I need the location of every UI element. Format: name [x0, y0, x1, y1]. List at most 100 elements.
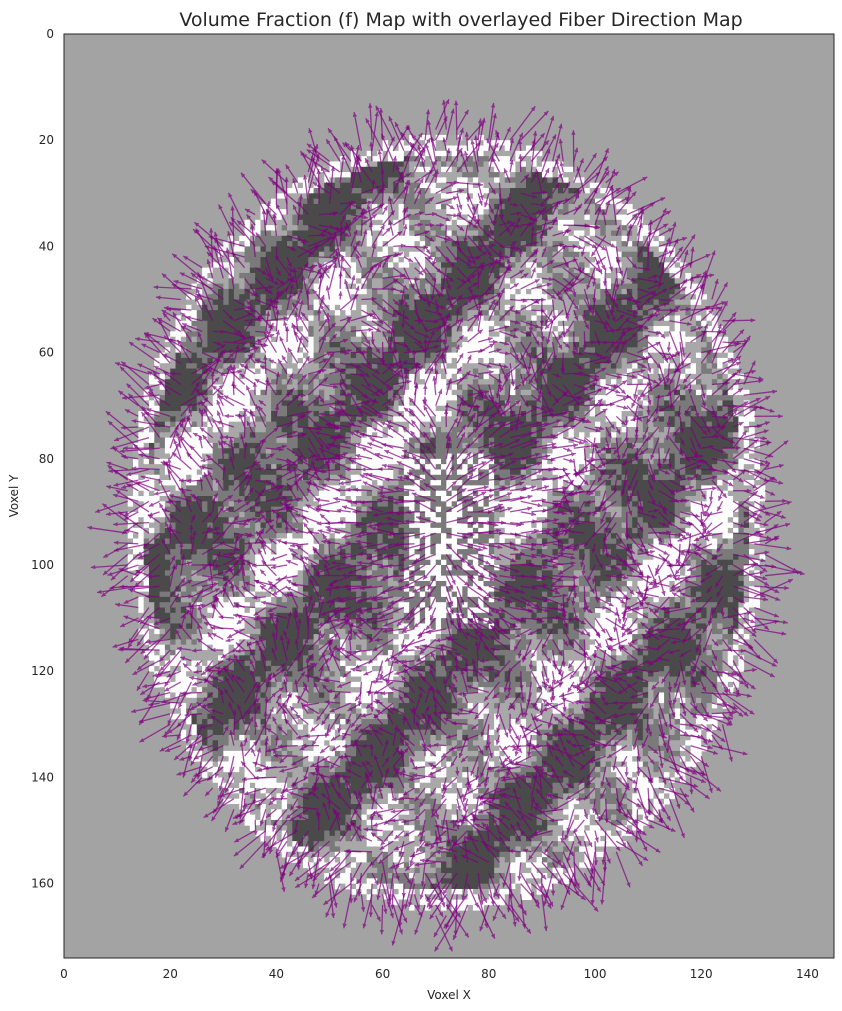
- heatmap-cell: [494, 199, 500, 205]
- heatmap-cell: [345, 358, 351, 364]
- heatmap-cell: [181, 337, 187, 343]
- heatmap-cell: [266, 246, 272, 252]
- heatmap-cell: [409, 225, 415, 231]
- heatmap-cell: [696, 321, 702, 327]
- heatmap-cell: [340, 183, 346, 189]
- heatmap-cell: [330, 294, 336, 300]
- heatmap-cell: [160, 438, 166, 444]
- heatmap-cell: [430, 395, 436, 401]
- heatmap-cell: [393, 151, 399, 157]
- heatmap-cell: [717, 400, 723, 406]
- heatmap-cell: [521, 183, 527, 189]
- heatmap-cell: [441, 151, 447, 157]
- heatmap-cell: [622, 284, 628, 290]
- heatmap-cell: [319, 246, 325, 252]
- heatmap-cell: [547, 241, 553, 247]
- heatmap-cell: [563, 337, 569, 343]
- heatmap-cell: [260, 215, 266, 221]
- heatmap-cell: [367, 289, 373, 295]
- heatmap-cell: [282, 246, 288, 252]
- heatmap-cell: [611, 411, 617, 417]
- heatmap-cell: [308, 215, 314, 221]
- heatmap-cell: [701, 300, 707, 306]
- heatmap-cell: [579, 193, 585, 199]
- heatmap-cell: [515, 188, 521, 194]
- heatmap-cell: [733, 395, 739, 401]
- heatmap-cell: [680, 374, 686, 380]
- heatmap-cell: [250, 326, 256, 332]
- heatmap-cell: [510, 215, 516, 221]
- heatmap-cell: [457, 300, 463, 306]
- heatmap-cell: [345, 342, 351, 348]
- heatmap-cell: [590, 331, 596, 337]
- heatmap-cell: [462, 172, 468, 178]
- heatmap-cell: [356, 273, 362, 279]
- heatmap-cell: [409, 342, 415, 348]
- heatmap-cell: [590, 321, 596, 327]
- heatmap-cell: [430, 246, 436, 252]
- heatmap-cell: [409, 177, 415, 183]
- heatmap-cell: [691, 358, 697, 364]
- heatmap-cell: [680, 390, 686, 396]
- heatmap-cell: [595, 284, 601, 290]
- heatmap-cell: [298, 177, 304, 183]
- heatmap-cell: [622, 400, 628, 406]
- heatmap-cell: [335, 310, 341, 316]
- heatmap-cell: [276, 199, 282, 205]
- heatmap-cell: [600, 230, 606, 236]
- heatmap-cell: [707, 374, 713, 380]
- heatmap-cell: [250, 363, 256, 369]
- heatmap-cell: [308, 384, 314, 390]
- heatmap-cell: [627, 363, 633, 369]
- heatmap-cell: [515, 230, 521, 236]
- heatmap-cell: [728, 422, 734, 428]
- heatmap-cell: [260, 294, 266, 300]
- heatmap-cell: [314, 406, 320, 412]
- heatmap-cell: [643, 305, 649, 311]
- heatmap-cell: [446, 172, 452, 178]
- heatmap-cell: [526, 199, 532, 205]
- heatmap-cell: [510, 289, 516, 295]
- heatmap-cell: [680, 369, 686, 375]
- heatmap-cell: [191, 406, 197, 412]
- heatmap-cell: [473, 363, 479, 369]
- heatmap-cell: [351, 257, 357, 263]
- heatmap-cell: [712, 374, 718, 380]
- heatmap-cell: [356, 183, 362, 189]
- heatmap-cell: [441, 209, 447, 215]
- heatmap-cell: [239, 273, 245, 279]
- heatmap-cell: [627, 268, 633, 274]
- heatmap-cell: [717, 353, 723, 359]
- heatmap-cell: [245, 432, 251, 438]
- heatmap-cell: [245, 294, 251, 300]
- heatmap-cell: [319, 406, 325, 412]
- heatmap-cell: [292, 241, 298, 247]
- heatmap-cell: [669, 326, 675, 332]
- heatmap-cell: [335, 353, 341, 359]
- heatmap-cell: [377, 246, 383, 252]
- heatmap-cell: [468, 310, 474, 316]
- heatmap-cell: [282, 252, 288, 258]
- heatmap-cell: [558, 225, 564, 231]
- heatmap-cell: [595, 347, 601, 353]
- heatmap-cell: [223, 294, 229, 300]
- heatmap-cell: [595, 193, 601, 199]
- heatmap-cell: [245, 257, 251, 263]
- heatmap-cell: [452, 432, 458, 438]
- heatmap-cell: [510, 358, 516, 364]
- heatmap-cell: [627, 384, 633, 390]
- heatmap-cell: [526, 384, 532, 390]
- heatmap-cell: [744, 416, 750, 422]
- heatmap-cell: [191, 321, 197, 327]
- heatmap-cell: [537, 273, 543, 279]
- heatmap-cell: [728, 347, 734, 353]
- heatmap-cell: [558, 379, 564, 385]
- heatmap-cell: [409, 262, 415, 268]
- heatmap-cell: [393, 384, 399, 390]
- heatmap-cell: [568, 358, 574, 364]
- heatmap-cell: [271, 422, 277, 428]
- heatmap-cell: [574, 337, 580, 343]
- heatmap-cell: [622, 353, 628, 359]
- heatmap-cell: [260, 289, 266, 295]
- heatmap-cell: [749, 427, 755, 433]
